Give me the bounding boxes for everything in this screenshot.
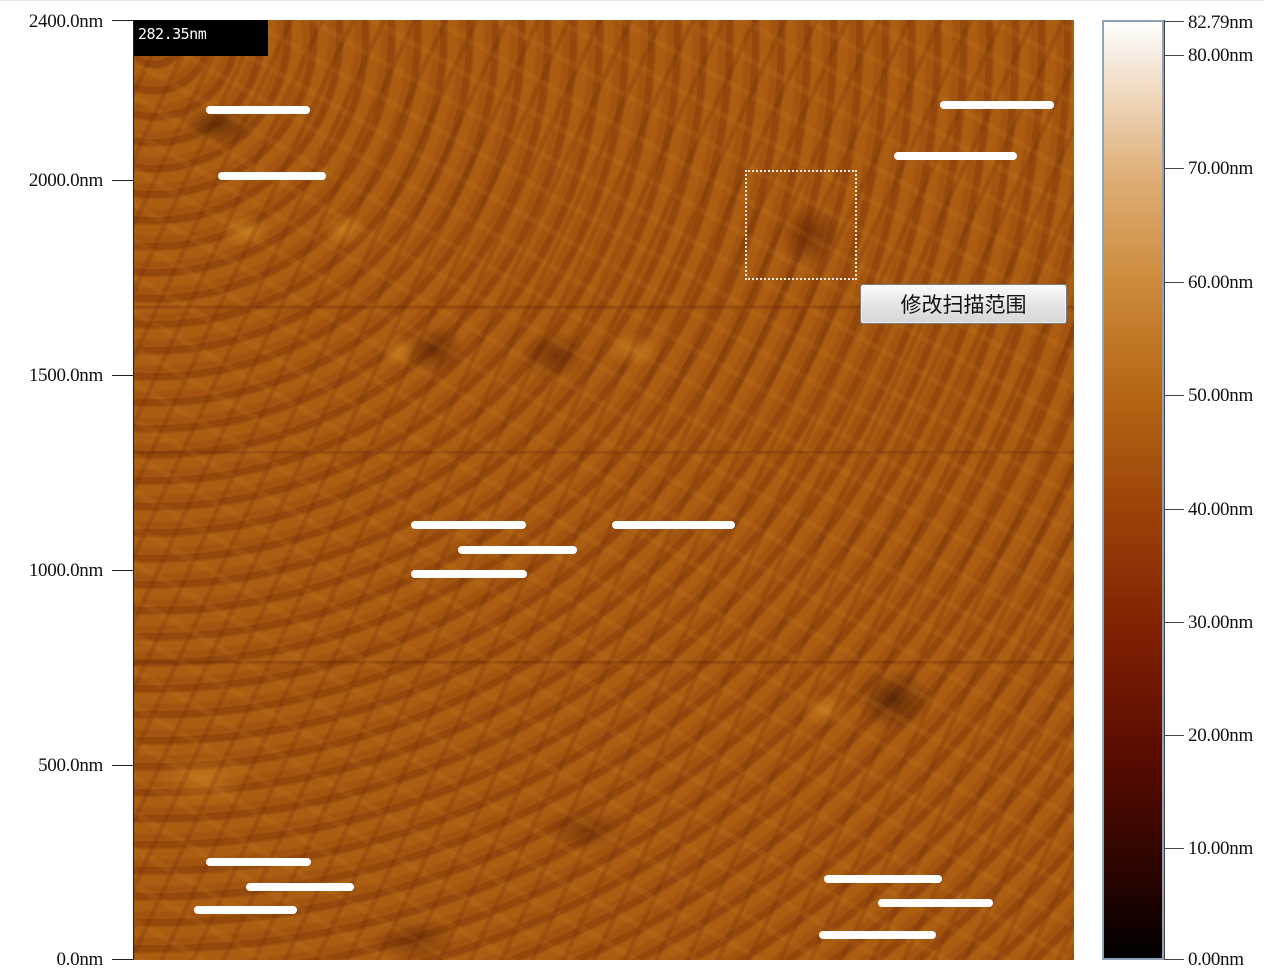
- color-scale-tick-mark: [1164, 848, 1184, 849]
- color-scale-tick-mark: [1164, 735, 1184, 736]
- height-color-scale-bar: [1102, 20, 1164, 960]
- color-scale-tick-label: 82.79nm: [1188, 12, 1253, 33]
- color-scale-tick-mark: [1164, 168, 1184, 169]
- scan-line-marker: [411, 521, 526, 529]
- y-tick-label: 2000.0nm: [28, 170, 103, 191]
- color-scale-tick-mark: [1164, 282, 1184, 283]
- scan-line-marker: [411, 570, 527, 578]
- color-scale-tick-label: 10.00nm: [1188, 838, 1253, 859]
- y-axis-line: [133, 20, 134, 960]
- modify-scan-range-button[interactable]: 修改扫描范围: [860, 284, 1067, 324]
- color-scale-tick-label: 40.00nm: [1188, 499, 1253, 520]
- scan-line-marker: [206, 858, 311, 866]
- scan-line-marker: [819, 931, 936, 939]
- y-tick-label: 0.0nm: [56, 949, 103, 970]
- color-scale-axis-line: [1164, 20, 1165, 960]
- color-scale-tick-label: 80.00nm: [1188, 45, 1253, 66]
- scale-bar-label: 282.35nm: [134, 20, 268, 56]
- scan-line-marker: [206, 106, 310, 114]
- y-tick-mark: [112, 959, 133, 960]
- y-tick-mark: [112, 570, 133, 571]
- color-scale-tick-label: 60.00nm: [1188, 272, 1253, 293]
- color-scale-tick-label: 30.00nm: [1188, 612, 1253, 633]
- y-tick-mark: [112, 180, 133, 181]
- color-scale-tick-mark: [1164, 21, 1184, 22]
- color-scale-tick-label: 50.00nm: [1188, 385, 1253, 406]
- scan-line-marker: [824, 875, 942, 883]
- color-scale-tick-mark: [1164, 959, 1184, 960]
- y-tick-label: 2400.0nm: [28, 11, 103, 32]
- y-tick-mark: [112, 20, 133, 21]
- y-axis: 2400.0nm 2000.0nm 1500.0nm 1000.0nm 500.…: [0, 0, 135, 972]
- scan-line-marker: [194, 906, 297, 914]
- afm-topography-image[interactable]: 282.35nm 修改扫描范围: [134, 20, 1074, 960]
- scan-line-marker: [612, 521, 735, 529]
- color-scale-tick-label: 0.00nm: [1188, 949, 1244, 970]
- scan-line-marker: [878, 899, 993, 907]
- y-tick-mark: [112, 375, 133, 376]
- scan-line-marker: [246, 883, 354, 891]
- scan-region-selection-box[interactable]: [745, 170, 857, 280]
- color-scale-tick-mark: [1164, 622, 1184, 623]
- y-tick-label: 500.0nm: [38, 755, 103, 776]
- scan-line-marker: [458, 546, 577, 554]
- y-tick-mark: [112, 765, 133, 766]
- y-tick-label: 1500.0nm: [28, 365, 103, 386]
- scan-line-marker: [940, 101, 1054, 109]
- scan-line-marker: [894, 152, 1017, 160]
- color-scale-tick-mark: [1164, 395, 1184, 396]
- color-scale-tick-label: 70.00nm: [1188, 158, 1253, 179]
- top-border: [0, 0, 1264, 1]
- y-tick-label: 1000.0nm: [28, 560, 103, 581]
- scan-line-marker: [218, 172, 326, 180]
- color-scale-tick-mark: [1164, 55, 1184, 56]
- color-scale-tick-mark: [1164, 509, 1184, 510]
- color-scale-tick-label: 20.00nm: [1188, 725, 1253, 746]
